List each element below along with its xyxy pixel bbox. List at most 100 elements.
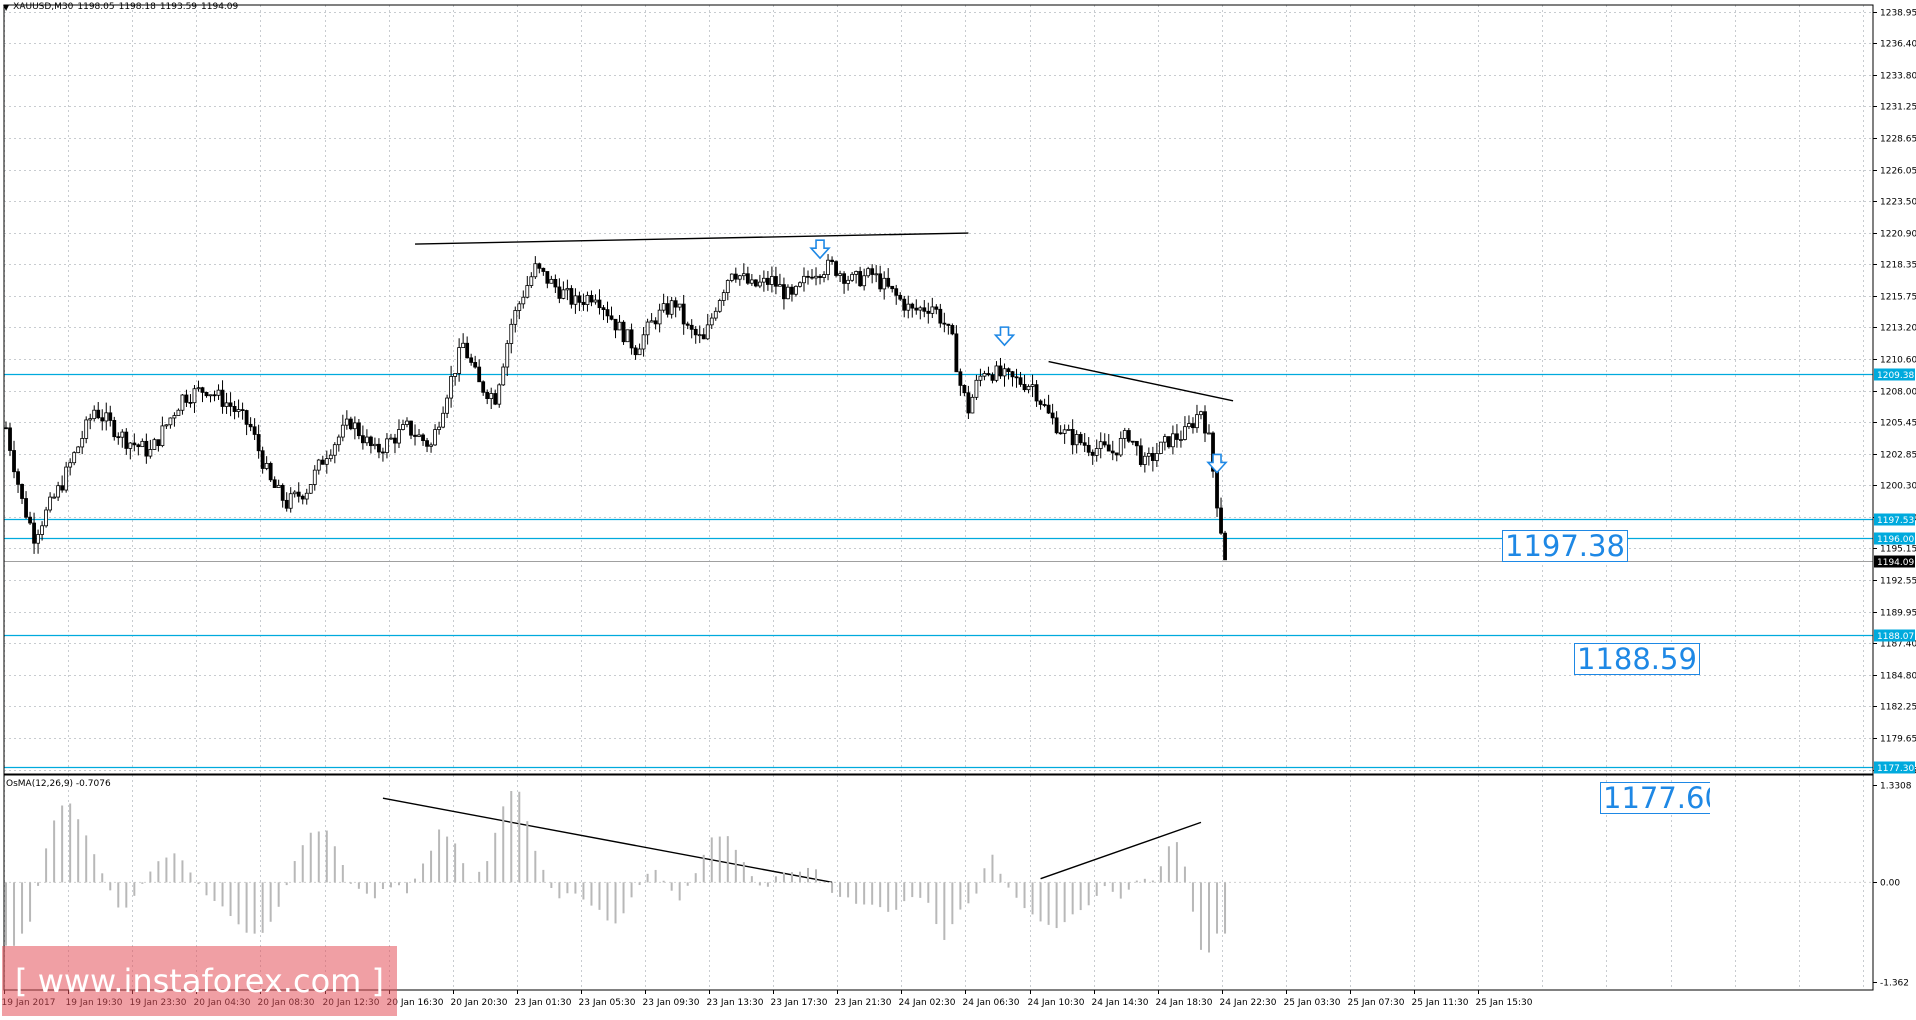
candle-body <box>958 371 963 386</box>
candle-body <box>1215 470 1219 509</box>
candle-body <box>1126 430 1131 442</box>
candle-body <box>910 303 915 309</box>
candle-body <box>1167 436 1171 448</box>
candle-body <box>457 347 462 374</box>
candle-body <box>990 374 995 381</box>
candle-body <box>184 394 189 403</box>
candle-body <box>352 422 357 430</box>
x-tick-label: 23 Jan 09:30 <box>643 998 700 1008</box>
level-label: 1196.00 <box>1877 535 1914 545</box>
candle-body <box>934 306 939 310</box>
candle-body <box>236 409 241 412</box>
candle-body <box>814 275 818 279</box>
candle-body <box>204 391 209 397</box>
candle-body <box>1058 432 1063 435</box>
candle-body <box>304 492 309 500</box>
candle-body <box>986 373 991 376</box>
candle-body <box>328 454 333 460</box>
ohlc-low: 1193.59 <box>159 2 198 12</box>
candle-body <box>1030 384 1035 387</box>
candle-body <box>581 301 586 305</box>
candle-body <box>1098 441 1103 449</box>
y-tick-label: 1215.75 <box>1880 293 1916 303</box>
candle-body <box>733 273 738 280</box>
candle-body <box>461 342 466 349</box>
candle-body <box>176 409 181 416</box>
candle-body <box>653 320 658 325</box>
candle-body <box>409 420 413 436</box>
candle-body <box>288 493 293 509</box>
candle-body <box>1102 441 1107 446</box>
candle-body <box>1018 377 1023 385</box>
candle-body <box>1138 445 1143 465</box>
y-tick-label: 1192.55 <box>1880 577 1916 587</box>
candle-body <box>493 393 498 405</box>
y-tick-label: 1238.95 <box>1880 9 1916 19</box>
trendline <box>1040 821 1202 880</box>
grid <box>4 5 1873 990</box>
candle-body <box>1175 433 1179 440</box>
candle-body <box>1130 440 1135 443</box>
candle-body <box>1110 450 1115 454</box>
candle-body <box>998 365 1003 377</box>
level-label: 1177.30 <box>1877 764 1914 774</box>
candle-body <box>629 329 634 349</box>
candle-body <box>1038 400 1043 405</box>
osma-y-tick-label: 1.3308 <box>1880 782 1912 792</box>
candle-body <box>60 485 65 491</box>
y-tick-label: 1220.90 <box>1880 230 1916 240</box>
blue-down-arrow-icon <box>809 239 831 260</box>
candle-body <box>120 431 125 438</box>
candle-body <box>44 509 48 527</box>
candle-body <box>473 362 478 368</box>
osma-y-tick-label: -1.362 <box>1880 979 1909 989</box>
candle-body <box>224 402 229 407</box>
candle-body <box>425 440 429 447</box>
candle-body <box>1034 384 1039 402</box>
candle-body <box>1207 432 1211 435</box>
candle-body <box>790 286 794 295</box>
candle-body <box>417 434 421 437</box>
osma-title: OsMA(12,26,9) -0.7076 <box>6 779 111 789</box>
candle-body <box>100 417 105 422</box>
candle-body <box>332 444 337 456</box>
candle-body <box>782 284 786 300</box>
candle-body <box>88 418 93 421</box>
x-tick-label: 24 Jan 18:30 <box>1156 998 1213 1008</box>
candle-body <box>312 469 317 485</box>
candle-body <box>112 420 117 438</box>
candle-body <box>633 347 638 356</box>
candle-body <box>52 496 57 499</box>
candle-body <box>886 277 891 287</box>
candle-body <box>84 419 89 439</box>
candle-body <box>32 522 36 544</box>
candle-body <box>529 276 534 286</box>
candle-body <box>541 267 546 272</box>
candle-body <box>918 307 923 311</box>
candle-body <box>1094 448 1099 456</box>
candle-body <box>136 444 141 448</box>
y-tick-label: 1179.65 <box>1880 735 1916 745</box>
candle-body <box>437 426 441 430</box>
candle-body <box>64 466 69 491</box>
candle-body <box>842 273 846 284</box>
candle-body <box>741 273 746 277</box>
candle-body <box>902 298 907 311</box>
candle-body <box>56 485 61 498</box>
candle-body <box>268 463 273 481</box>
dropdown-triangle-icon[interactable]: ▼ <box>3 2 10 12</box>
candle-body <box>681 303 686 325</box>
candle-body <box>866 268 871 277</box>
candle-body <box>156 439 161 447</box>
candle-body <box>1010 371 1015 378</box>
candle-body <box>429 444 433 447</box>
candle-body <box>862 275 867 287</box>
candle-body <box>20 483 24 499</box>
candle-body <box>68 462 73 468</box>
candle-body <box>308 484 313 494</box>
candle-body <box>1114 452 1119 456</box>
candle-body <box>870 268 875 275</box>
candlesticks <box>4 254 1227 561</box>
